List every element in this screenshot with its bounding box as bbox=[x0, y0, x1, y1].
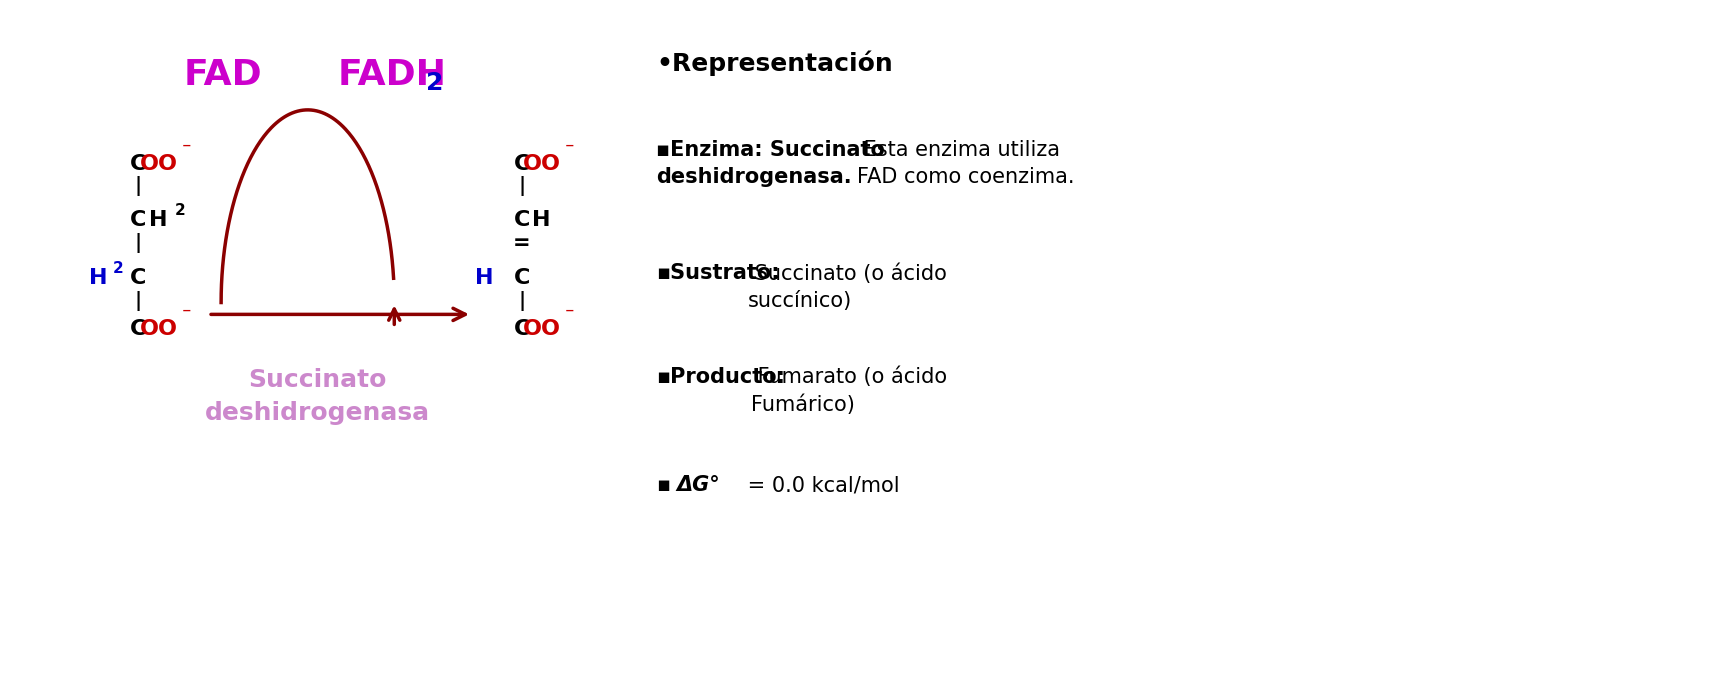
Text: C: C bbox=[514, 319, 529, 339]
Text: C: C bbox=[130, 154, 147, 174]
Text: H: H bbox=[474, 268, 493, 288]
Text: H: H bbox=[533, 210, 550, 230]
Text: 2: 2 bbox=[175, 203, 185, 218]
Text: OO: OO bbox=[140, 154, 178, 174]
Text: |: | bbox=[135, 233, 142, 253]
Text: FAD: FAD bbox=[183, 58, 263, 92]
Text: = 0.0 kcal/mol: = 0.0 kcal/mol bbox=[740, 475, 900, 495]
Text: 2: 2 bbox=[112, 262, 125, 276]
Text: ΔG°: ΔG° bbox=[676, 475, 720, 495]
Text: FADH: FADH bbox=[337, 58, 446, 92]
Text: OO: OO bbox=[522, 319, 561, 339]
Text: Esta enzima utiliza
FAD como coenzima.: Esta enzima utiliza FAD como coenzima. bbox=[856, 140, 1074, 187]
Text: •Representación: •Representación bbox=[656, 51, 893, 76]
Text: C: C bbox=[130, 319, 147, 339]
Text: |: | bbox=[135, 291, 142, 311]
Text: C: C bbox=[514, 268, 529, 288]
Text: C: C bbox=[130, 210, 147, 230]
Text: |: | bbox=[517, 291, 526, 311]
Text: =: = bbox=[512, 233, 531, 253]
Text: C: C bbox=[514, 154, 529, 174]
Text: C: C bbox=[130, 268, 147, 288]
Text: ▪Sustrato:: ▪Sustrato: bbox=[656, 263, 780, 283]
Text: ⁻: ⁻ bbox=[182, 140, 190, 158]
Text: ▪Enzima: Succinato
deshidrogenasa.: ▪Enzima: Succinato deshidrogenasa. bbox=[656, 140, 884, 187]
Text: Succinato
deshidrogenasa: Succinato deshidrogenasa bbox=[206, 367, 431, 425]
Text: |: | bbox=[135, 176, 142, 196]
Text: Fumarato (o ácido
Fumárico): Fumarato (o ácido Fumárico) bbox=[751, 367, 946, 415]
Text: ⁻: ⁻ bbox=[182, 305, 190, 323]
Text: Succinato (o ácido
succínico): Succinato (o ácido succínico) bbox=[747, 263, 946, 311]
Text: |: | bbox=[517, 176, 526, 196]
Text: OO: OO bbox=[140, 319, 178, 339]
Text: H: H bbox=[90, 268, 107, 288]
Text: C: C bbox=[514, 210, 529, 230]
Text: ▪: ▪ bbox=[656, 475, 670, 495]
Text: 2: 2 bbox=[426, 71, 445, 95]
Text: H: H bbox=[149, 210, 168, 230]
Text: ⁻: ⁻ bbox=[564, 140, 574, 158]
Text: ▪Producto:: ▪Producto: bbox=[656, 367, 785, 387]
Text: OO: OO bbox=[522, 154, 561, 174]
Text: ⁻: ⁻ bbox=[564, 305, 574, 323]
